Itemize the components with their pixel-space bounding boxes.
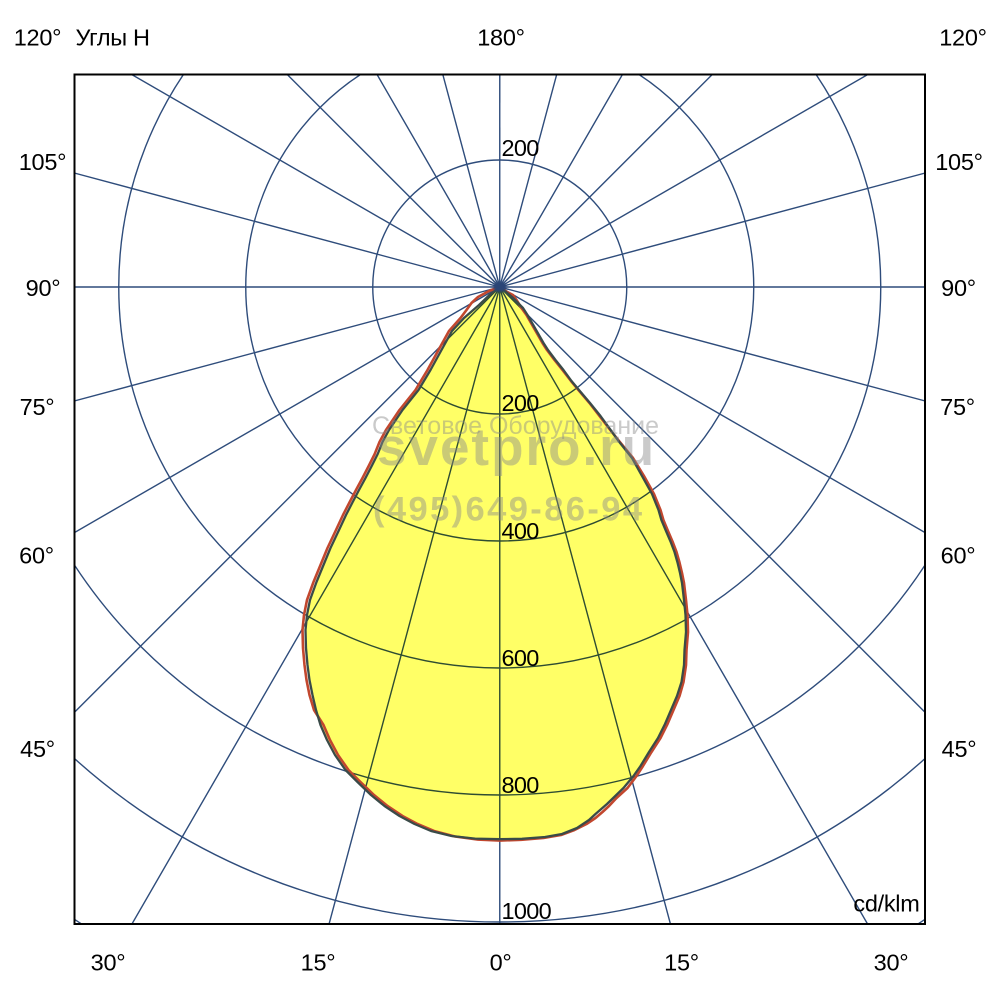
- svg-text:60°: 60°: [19, 543, 54, 569]
- svg-text:30°: 30°: [91, 950, 126, 976]
- svg-text:200: 200: [502, 135, 540, 161]
- svg-text:0°: 0°: [490, 950, 512, 976]
- svg-text:90°: 90°: [26, 275, 61, 301]
- svg-text:45°: 45°: [20, 736, 55, 762]
- svg-text:15°: 15°: [664, 950, 699, 976]
- svg-text:180°: 180°: [477, 25, 524, 51]
- svg-text:600: 600: [502, 645, 540, 671]
- svg-text:105°: 105°: [935, 149, 982, 175]
- svg-text:cd/klm: cd/klm: [853, 891, 919, 917]
- svg-text:15°: 15°: [301, 950, 336, 976]
- svg-text:45°: 45°: [942, 736, 977, 762]
- svg-text:90°: 90°: [941, 275, 976, 301]
- svg-text:75°: 75°: [940, 394, 975, 420]
- svg-text:Углы H: Углы H: [76, 25, 150, 51]
- svg-text:1000: 1000: [502, 898, 552, 924]
- svg-text:30°: 30°: [874, 950, 909, 976]
- svg-text:60°: 60°: [941, 543, 976, 569]
- svg-text:200: 200: [502, 390, 540, 416]
- svg-text:svetpro.ru: svetpro.ru: [377, 418, 656, 477]
- svg-text:800: 800: [502, 772, 540, 798]
- svg-text:75°: 75°: [20, 394, 55, 420]
- svg-text:120°: 120°: [939, 25, 986, 51]
- svg-text:105°: 105°: [19, 149, 66, 175]
- svg-text:Световое Оборудование: Световое Оборудование: [372, 412, 659, 440]
- svg-text:120°: 120°: [14, 25, 61, 51]
- svg-text:400: 400: [502, 518, 540, 544]
- svg-text:(495)649-86-94: (495)649-86-94: [373, 491, 644, 529]
